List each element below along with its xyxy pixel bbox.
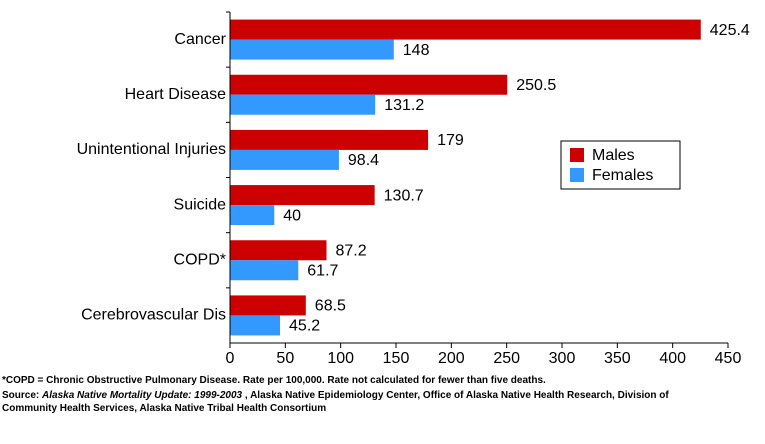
x-tick-label: 200: [438, 350, 465, 367]
x-tick-label: 0: [226, 350, 235, 367]
source-title: Alaska Native Mortality Update: 1999-200…: [42, 390, 243, 401]
data-label: 250.5: [516, 77, 556, 94]
x-tick-label: 450: [715, 350, 742, 367]
bar: [230, 94, 376, 115]
x-tick-label: 350: [604, 350, 631, 367]
data-label: 130.7: [384, 187, 424, 204]
bar: [230, 185, 375, 206]
source: Source: Alaska Native Mortality Update: …: [2, 389, 722, 415]
data-label: 40: [283, 207, 301, 224]
legend-label: Females: [592, 167, 653, 184]
bar: [230, 205, 275, 226]
x-tick-label: 250: [493, 350, 520, 367]
y-tick-label: Unintentional Injuries: [77, 141, 226, 158]
data-label: 45.2: [289, 318, 320, 335]
x-tick-label: 150: [383, 350, 410, 367]
data-label: 425.4: [710, 22, 750, 39]
y-tick-label: Heart Disease: [125, 86, 226, 103]
notes: *COPD = Chronic Obstructive Pulmonary Di…: [2, 374, 722, 417]
source-label: Source:: [2, 390, 40, 401]
x-tick-label: 100: [327, 350, 354, 367]
x-tick-label: 300: [549, 350, 576, 367]
y-tick-label: COPD*: [174, 251, 226, 268]
data-label: 148: [403, 42, 430, 59]
y-tick-label: Suicide: [174, 196, 227, 213]
data-label: 68.5: [315, 298, 346, 315]
footnote: *COPD = Chronic Obstructive Pulmonary Di…: [2, 375, 546, 386]
legend-label: Males: [592, 147, 635, 164]
source-rest: , Alaska Native Epidemiology Center, Off…: [2, 390, 669, 414]
data-label: 131.2: [384, 97, 424, 114]
data-label: 61.7: [307, 262, 338, 279]
data-label: 98.4: [348, 152, 379, 169]
y-tick-label: Cerebrovascular Dis: [81, 307, 226, 324]
y-tick-label: Cancer: [174, 31, 226, 48]
legend-swatch: [570, 168, 584, 182]
bar: [230, 129, 429, 150]
bar: [230, 260, 299, 281]
chart: 0 50 100 150 200 250 300 350 400 450 Cancer 425.4 14…: [77, 11, 750, 367]
legend-swatch: [570, 148, 584, 162]
data-label: 179: [437, 132, 464, 149]
x-tick-label: 50: [276, 350, 294, 367]
data-label: 87.2: [336, 242, 367, 259]
x-tick-label: 400: [659, 350, 686, 367]
bar: [230, 295, 306, 316]
bar: [230, 39, 394, 60]
bar: [230, 149, 339, 170]
bar: [230, 19, 701, 40]
bar: [230, 315, 281, 336]
bar: [230, 240, 327, 261]
bar: [230, 74, 508, 95]
